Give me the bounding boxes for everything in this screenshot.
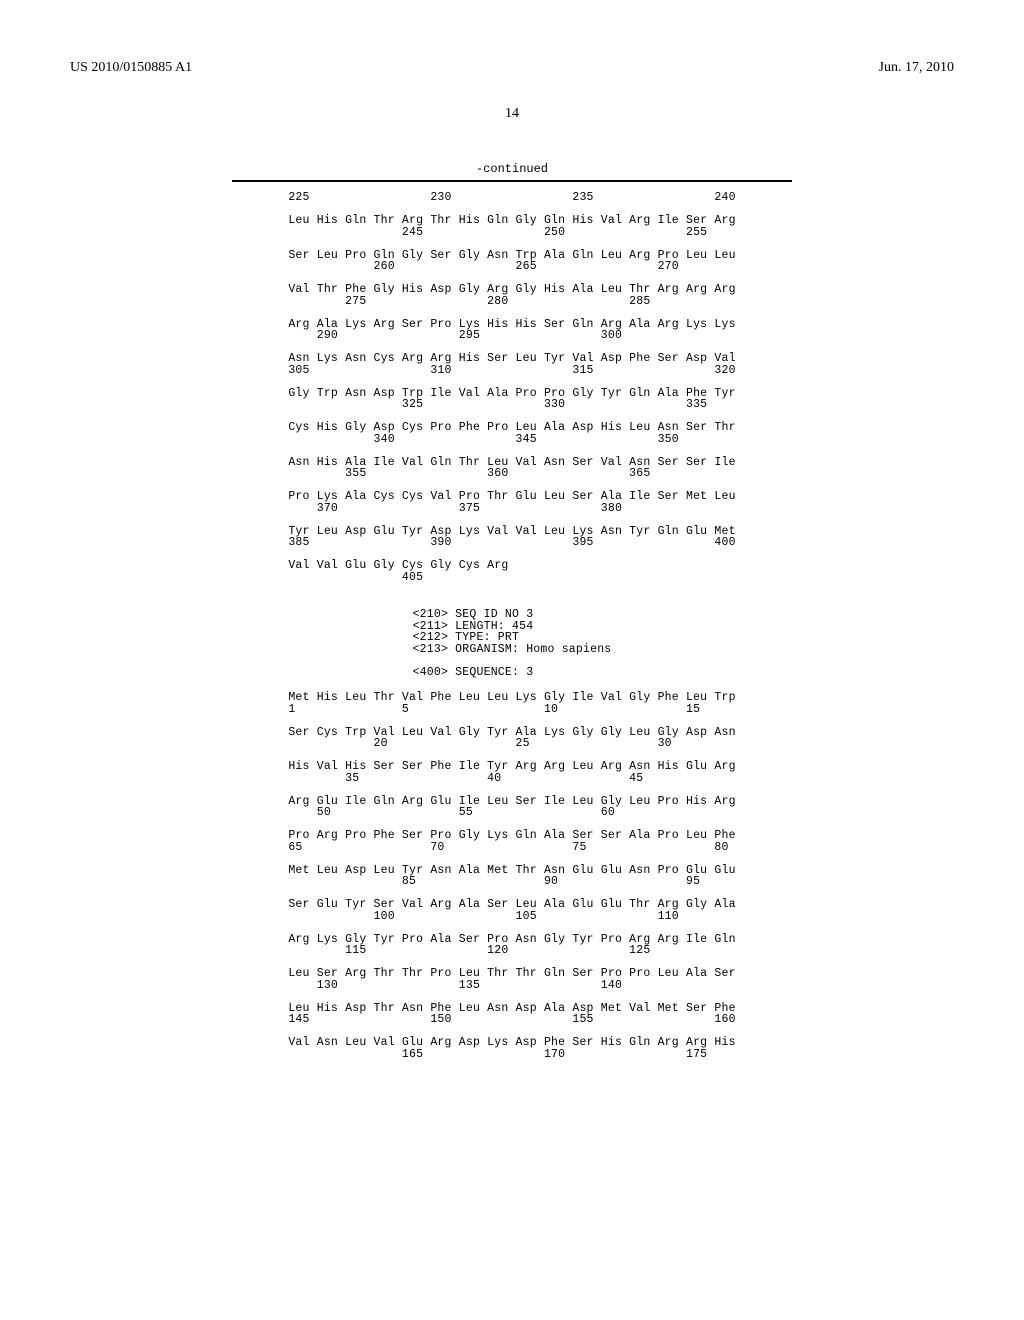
top-rule [232, 180, 792, 182]
seq-header-line: <400> SEQUENCE: 3 [413, 666, 534, 679]
header-row: US 2010/0150885 A1 Jun. 17, 2010 [70, 60, 954, 76]
publication-date: Jun. 17, 2010 [879, 60, 954, 76]
publication-number: US 2010/0150885 A1 [70, 60, 192, 76]
sequence-header: <210> SEQ ID NO 3 <211> LENGTH: 454 <212… [413, 609, 612, 678]
continued-label: -continued [70, 162, 954, 176]
sequence-block-2: Met His Leu Thr Val Phe Leu Leu Lys Gly … [288, 692, 735, 1060]
sequence-block-1: 225 230 235 240 Leu His Gln Thr Arg Thr … [288, 192, 735, 583]
page-number: 14 [70, 106, 954, 122]
seq-header-line: <213> ORGANISM: Homo sapiens [413, 643, 612, 656]
page-container: US 2010/0150885 A1 Jun. 17, 2010 14 -con… [0, 0, 1024, 1100]
